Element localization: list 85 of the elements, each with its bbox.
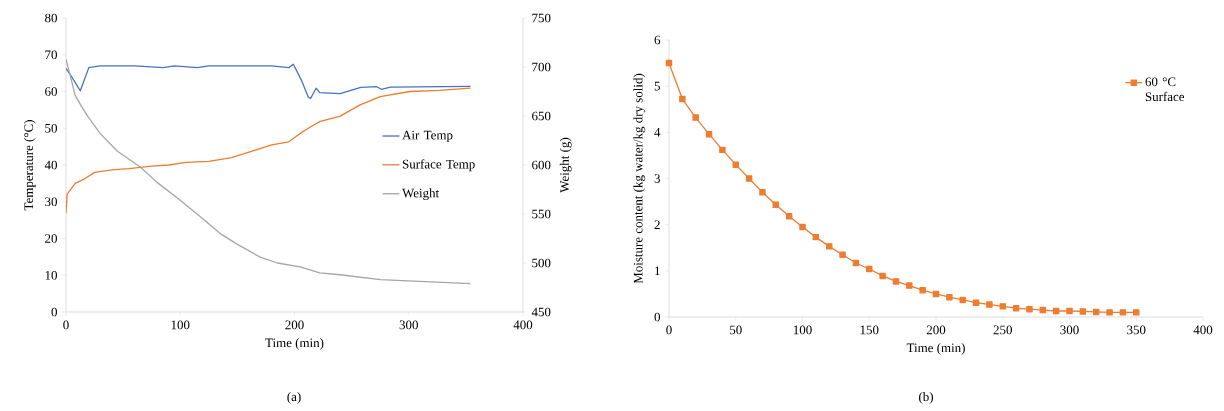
y-tick-label: 4: [654, 128, 661, 137]
point: [999, 303, 1006, 310]
x-tick-label: 350: [1127, 325, 1146, 335]
y2-tick-label: 550: [532, 209, 551, 219]
y-tick-label: 20: [45, 234, 57, 243]
x-tick-label: 100: [793, 325, 812, 335]
x-tick-label: 400: [1193, 325, 1213, 335]
y-tick-label: 40: [44, 160, 57, 170]
legend-label: Weight: [402, 188, 440, 201]
point: [679, 95, 686, 103]
point: [839, 251, 846, 258]
point: [1012, 304, 1020, 312]
point: [852, 259, 860, 267]
y2-tick-label: 500: [532, 258, 551, 268]
point: [759, 189, 766, 196]
y2-tick-label: 650: [532, 111, 551, 121]
point: [772, 201, 780, 209]
point: [799, 223, 806, 231]
y-axis-title: Moisture content (kg water/kg dry solid): [633, 73, 646, 284]
point: [919, 286, 926, 294]
x-tick-label: 0: [666, 325, 672, 335]
point: [732, 161, 739, 168]
y-tick-label: 2: [654, 220, 660, 229]
x-tick-label: 250: [993, 325, 1012, 335]
x-tick-label: 400: [513, 320, 533, 330]
y-tick-label: 1: [655, 266, 660, 276]
y2-tick-label: 700: [532, 62, 551, 72]
legend-label: Air Temp: [402, 130, 453, 143]
y-tick-label: 80: [45, 13, 57, 23]
y2-tick-label: 600: [532, 160, 551, 170]
point: [1026, 305, 1033, 313]
y-tick-label: 0: [51, 307, 57, 317]
y-axis-title: Temperature (°C): [23, 120, 36, 211]
y2-axis-title: Weight (g): [559, 137, 572, 193]
point: [1039, 306, 1047, 314]
y-tick-label: 3: [654, 174, 660, 183]
x-tick-label: 300: [1060, 325, 1079, 335]
point: [1119, 309, 1127, 316]
y-tick-label: 50: [45, 123, 57, 133]
y-tick-label: 5: [654, 81, 660, 91]
point: [892, 278, 900, 285]
point: [812, 233, 820, 241]
text: (b): [919, 392, 933, 404]
y-tick-label: 30: [45, 197, 57, 207]
y-tick-label: 6: [654, 35, 661, 45]
x-tick-label: 100: [171, 320, 190, 330]
x-tick-label: 200: [926, 325, 946, 335]
x-axis-title: Time (min): [906, 343, 965, 355]
x-tick-label: 0: [63, 320, 69, 330]
y2-tick-label: 750: [532, 13, 551, 23]
x-tick-label: 50: [730, 325, 742, 335]
point: [972, 299, 980, 306]
legend-label: Surface Temp: [402, 159, 475, 172]
x-axis-title: Time (min): [265, 338, 324, 350]
legend-label: 60 °C Surface: [1145, 77, 1185, 102]
y-tick-label: 70: [45, 50, 57, 60]
y2-tick-label: 450: [531, 307, 551, 317]
x-tick-label: 300: [399, 320, 418, 330]
point: [879, 272, 886, 280]
point: [946, 293, 953, 301]
text: (a): [287, 392, 301, 404]
point: [932, 290, 940, 298]
x-tick-label: 200: [285, 320, 304, 330]
point: [745, 175, 753, 182]
point: [785, 213, 793, 220]
y-tick-label: 60: [45, 87, 57, 96]
point: [719, 146, 726, 154]
point: [1092, 308, 1100, 316]
x-tick-label: 150: [860, 325, 879, 335]
point: [1066, 307, 1073, 315]
point: [959, 296, 966, 304]
point: [705, 130, 713, 138]
point: [866, 265, 873, 273]
point: [1079, 308, 1087, 315]
point: [906, 282, 913, 289]
point: [1106, 309, 1113, 316]
line-series: [66, 63, 472, 100]
point: [665, 59, 673, 67]
point: [692, 114, 699, 121]
y-tick-label: 10: [45, 270, 57, 280]
point: [1052, 307, 1060, 315]
point: [1133, 309, 1140, 316]
point: [825, 243, 833, 250]
point: [986, 301, 993, 308]
y-tick-label: 0: [654, 312, 660, 322]
